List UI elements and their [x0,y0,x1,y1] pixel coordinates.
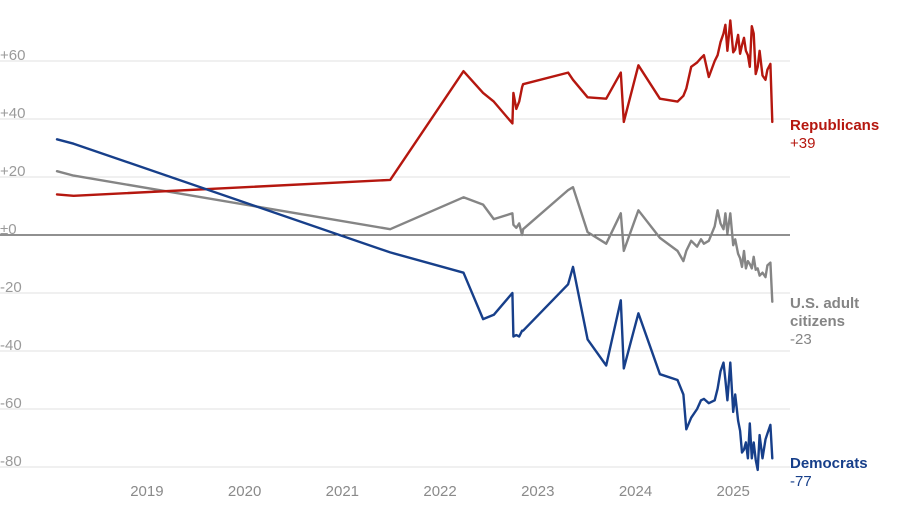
y-tick-label: +20 [0,163,25,180]
x-tick-label: 2023 [521,483,554,500]
democrats-series-name: Democrats [790,455,868,472]
y-tick-label: -40 [0,337,22,354]
x-tick-label: 2021 [326,483,359,500]
series-lines [55,19,774,472]
gridlines [0,60,790,468]
x-axis-tick-labels: 2019 2020 2021 2022 2023 2024 2025 [130,483,750,500]
y-tick-label: ±0 [0,221,17,238]
y-tick-label: -80 [0,453,22,470]
u-s-adult-citizens-line [55,169,774,303]
republicans-series-name: Republicans [790,117,880,134]
republicans-label: Republicans +39 [790,117,879,153]
y-axis-tick-labels: +60 +40 +20 ±0 -20 -40 -60 -80 [0,47,25,470]
x-tick-label: 2022 [423,483,456,500]
x-tick-label: 2025 [717,483,750,500]
republicans-end-value: +39 [790,135,816,152]
democrats-end-value: -77 [790,473,812,490]
us-adult-citizens-label: U.S. adult citizens -23 [790,295,880,349]
y-tick-label: -60 [0,395,22,412]
democrats-line [55,138,774,472]
us-adult-citizens-series-name: U.S. adult citizens [790,295,860,330]
y-tick-label: -20 [0,279,22,296]
democrats-label: Democrats -77 [790,455,868,491]
y-tick-label: +40 [0,105,25,122]
republicans-line [55,19,774,198]
x-tick-label: 2019 [130,483,163,500]
y-tick-label: +60 [0,47,25,64]
x-tick-label: 2020 [228,483,261,500]
x-tick-label: 2024 [619,483,652,500]
us-adult-citizens-end-value: -23 [790,331,812,348]
